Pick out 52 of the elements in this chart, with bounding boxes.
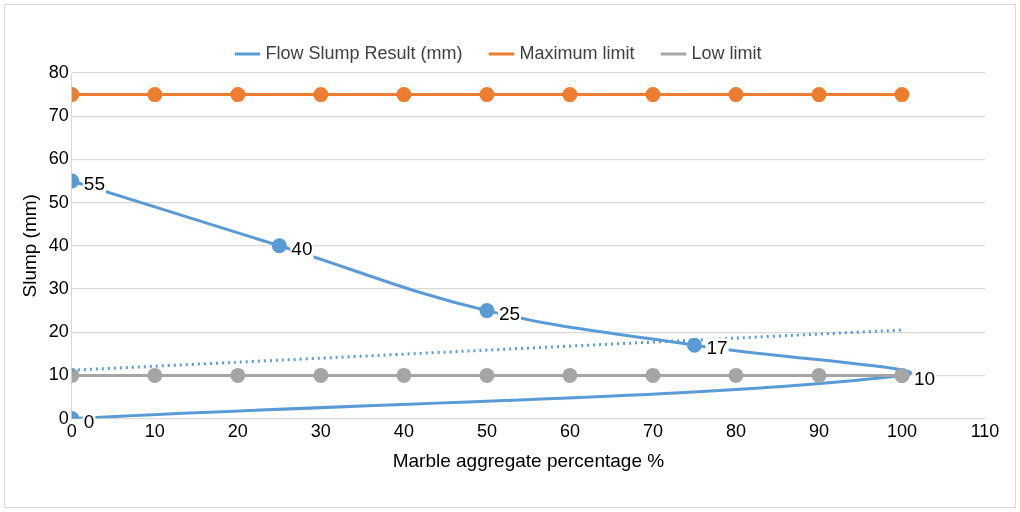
point (562, 87, 578, 103)
point (147, 367, 163, 383)
y-tick-label: 10 (48, 364, 69, 385)
point (686, 337, 702, 353)
point (230, 87, 246, 103)
data-label: 55 (83, 173, 105, 195)
legend-label: Flow Slump Result (mm) (265, 42, 463, 63)
x-tick-label: 110 (970, 421, 1000, 442)
y-tick-label: 40 (48, 234, 69, 255)
point (396, 87, 412, 103)
legend-label: Maximum limit (519, 42, 635, 63)
x-tick-label: 30 (310, 421, 331, 442)
data-label: 10 (913, 367, 936, 389)
point (645, 87, 661, 103)
y-tick-label: 80 (48, 61, 69, 82)
y-tick-label: 30 (48, 277, 69, 298)
point (479, 87, 495, 103)
point (230, 367, 246, 383)
x-tick-label: 20 (227, 421, 248, 442)
point (396, 367, 412, 383)
y-tick-label: 70 (48, 105, 69, 126)
y-axis-title: Slump (mm) (18, 194, 40, 298)
point (479, 303, 495, 319)
point (645, 367, 661, 383)
point (271, 238, 287, 254)
point (147, 87, 163, 103)
x-tick-label: 50 (476, 421, 497, 442)
point (811, 87, 827, 103)
y-tick-label: 20 (48, 321, 69, 342)
x-axis-title: Marble aggregate percentage % (392, 449, 665, 471)
point (728, 367, 744, 383)
x-tick-label: 10 (144, 421, 165, 442)
x-tick-label: 90 (808, 421, 829, 442)
point (811, 367, 827, 383)
x-tick-label: 70 (642, 421, 663, 442)
y-tick-label: 60 (48, 148, 69, 169)
legend-label: Low limit (691, 42, 762, 63)
data-label: 17 (706, 337, 728, 359)
point (562, 367, 578, 383)
point (479, 367, 495, 383)
y-tick-label: 50 (48, 191, 69, 212)
point (313, 367, 329, 383)
point (894, 87, 910, 103)
x-tick-label: 100 (886, 421, 918, 442)
y-tick-label: 0 (58, 407, 69, 428)
x-tick-label: 60 (559, 421, 580, 442)
point (728, 87, 744, 103)
point (313, 87, 329, 103)
data-label: 25 (498, 302, 521, 324)
x-tick-label: 40 (393, 421, 414, 442)
x-tick-label: 80 (725, 421, 746, 442)
data-label: 40 (291, 238, 313, 260)
